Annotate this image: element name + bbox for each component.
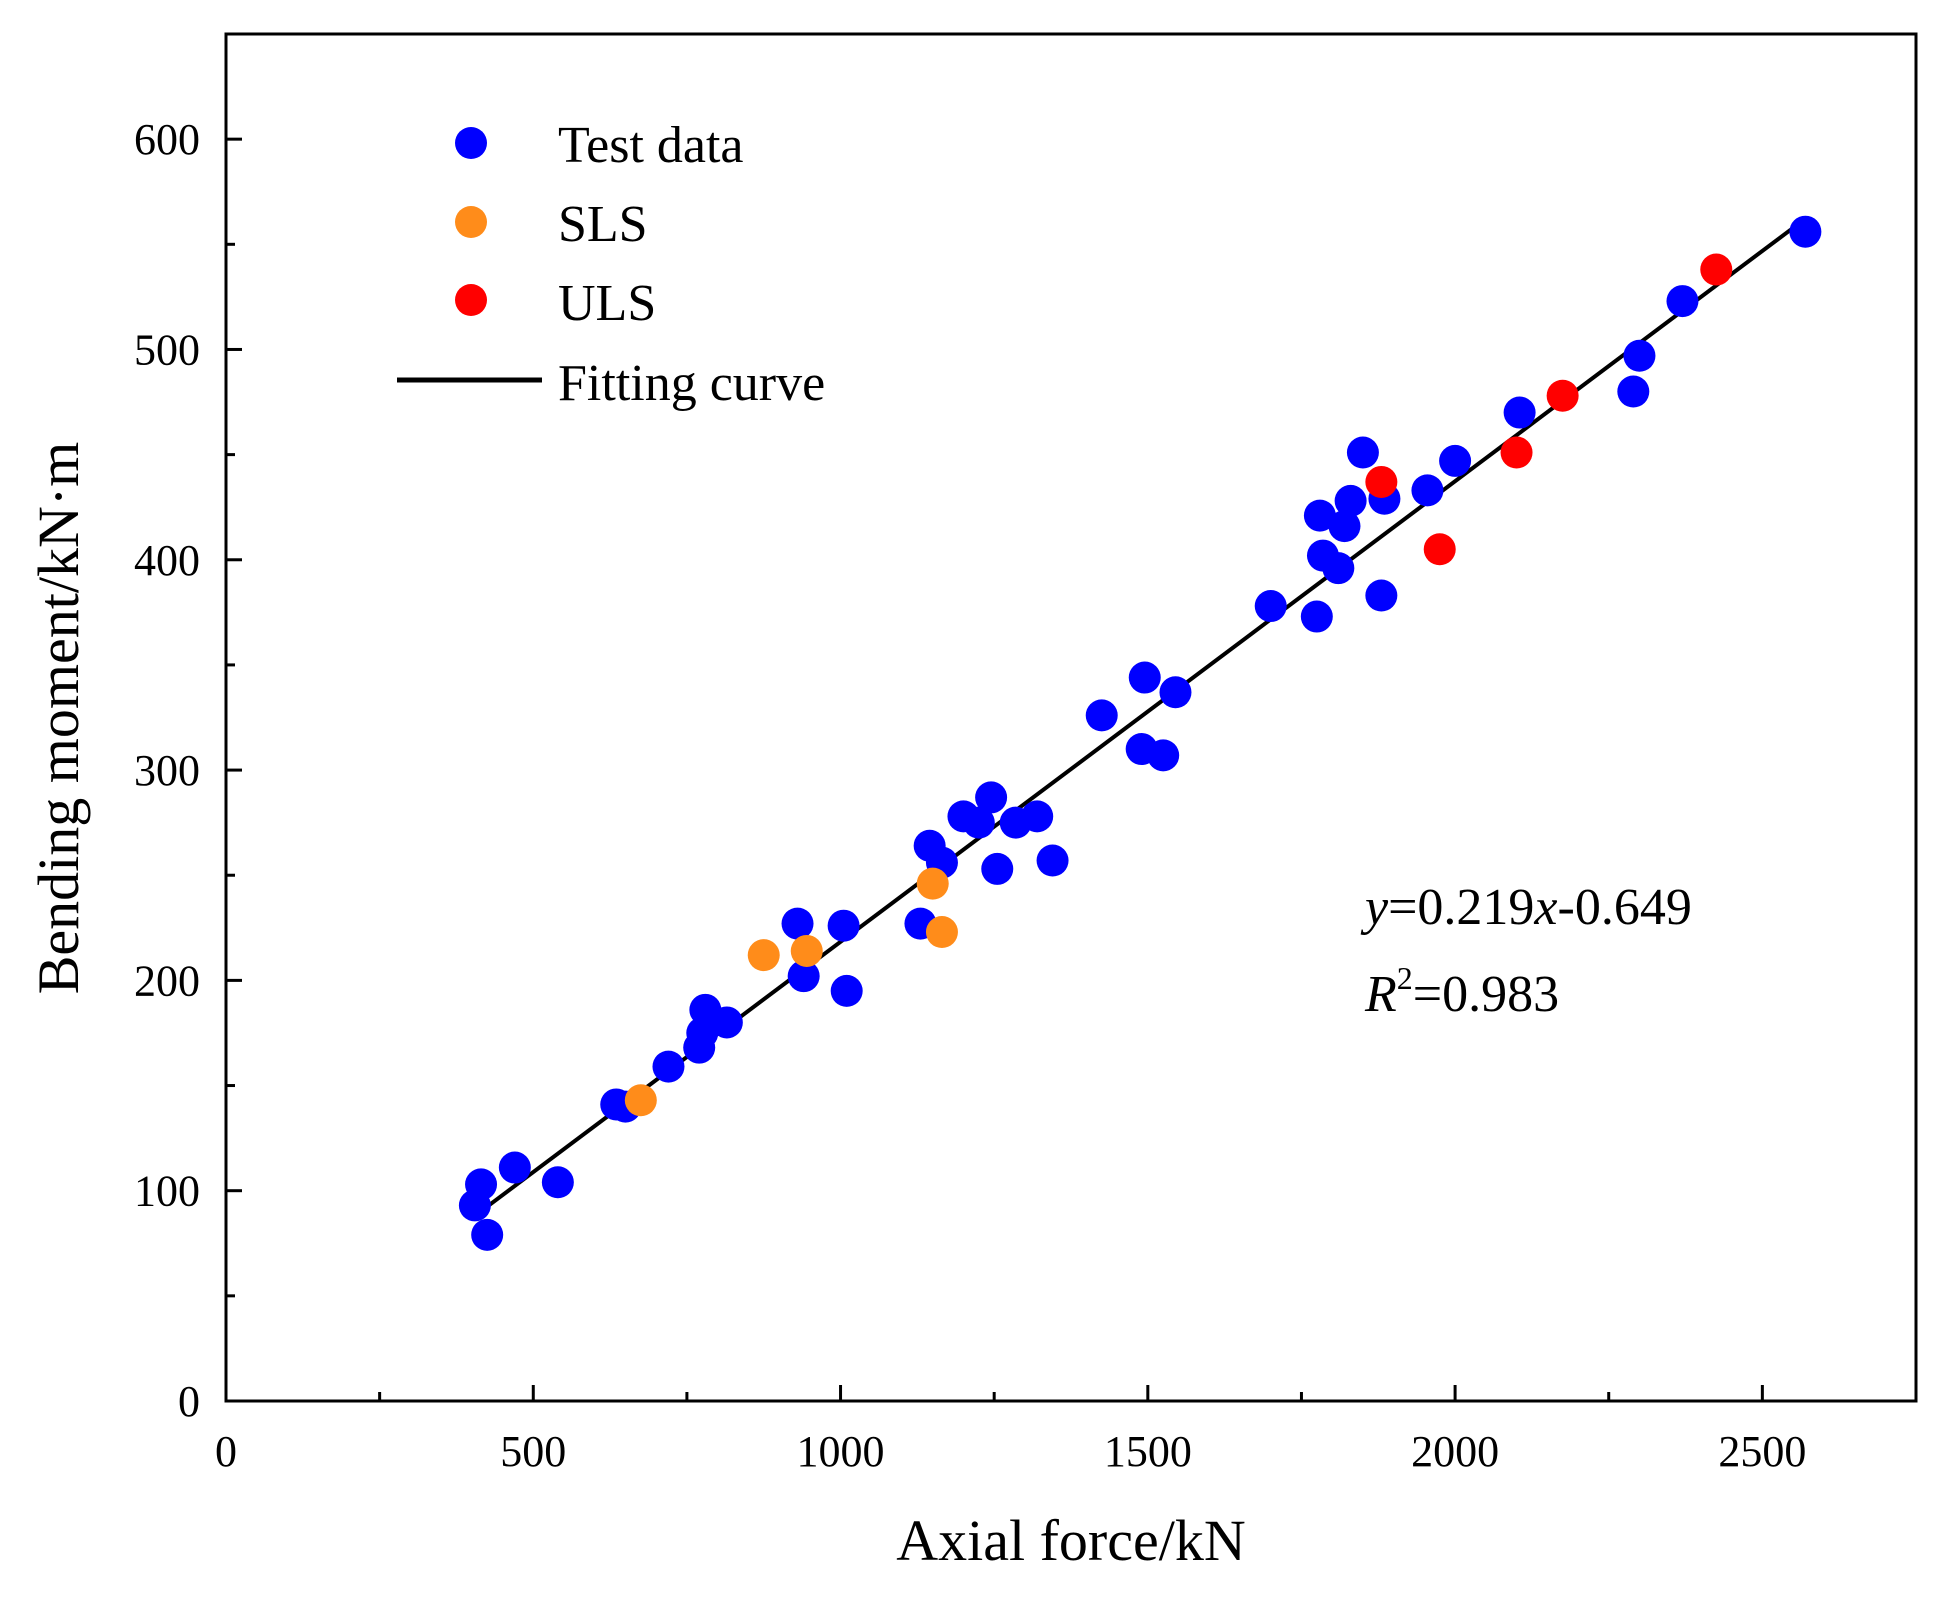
y-tick-label: 500 xyxy=(134,325,200,374)
point-test-data xyxy=(471,1218,504,1251)
point-test-data xyxy=(1411,474,1444,507)
axis-ticks xyxy=(224,137,1764,1403)
legend-label-sls: SLS xyxy=(558,196,648,253)
y-tick-label: 400 xyxy=(134,536,200,585)
point-sls xyxy=(916,867,949,900)
x-tick-label: 2000 xyxy=(1411,1427,1499,1476)
point-uls xyxy=(1365,465,1398,498)
x-tick-label: 500 xyxy=(500,1427,566,1476)
point-test-data xyxy=(1322,552,1355,585)
legend: Test data SLS ULS Fitting curve xyxy=(397,117,825,412)
x-tick-label: 1500 xyxy=(1104,1427,1192,1476)
point-test-data xyxy=(1159,676,1192,709)
r-squared-text: R2=0.983 xyxy=(1364,960,1559,1023)
point-test-data xyxy=(1147,739,1180,772)
eq-x-var: x xyxy=(1533,879,1557,936)
point-uls xyxy=(1423,533,1456,566)
point-test-data xyxy=(1789,215,1822,248)
point-test-data xyxy=(710,1006,743,1039)
point-uls xyxy=(1500,436,1533,469)
eq-slope: =0.219 xyxy=(1388,879,1534,936)
legend-label-test-data: Test data xyxy=(558,117,744,174)
legend-label-uls: ULS xyxy=(558,275,656,332)
point-test-data xyxy=(827,909,860,942)
data-points xyxy=(458,215,1822,1251)
point-uls xyxy=(1546,379,1579,412)
r-value: =0.983 xyxy=(1413,966,1559,1023)
legend-marker-sls xyxy=(455,206,487,238)
point-test-data xyxy=(981,852,1014,885)
point-test-data xyxy=(1617,375,1650,408)
point-test-data xyxy=(1439,444,1472,477)
point-sls xyxy=(624,1084,657,1117)
x-axis-title: Axial force/kN xyxy=(896,1508,1245,1573)
point-test-data xyxy=(1021,800,1054,833)
point-test-data xyxy=(465,1168,498,1201)
y-tick-label: 100 xyxy=(134,1167,200,1216)
legend-label-fitting-curve: Fitting curve xyxy=(558,355,825,412)
point-test-data xyxy=(781,907,814,940)
r-superscript: 2 xyxy=(1397,960,1413,996)
y-tick-label: 200 xyxy=(134,956,200,1005)
point-test-data xyxy=(1128,661,1161,694)
point-test-data xyxy=(498,1151,531,1184)
point-test-data xyxy=(1346,436,1379,469)
eq-intercept: -0.649 xyxy=(1558,879,1692,936)
point-test-data xyxy=(830,974,863,1007)
point-test-data xyxy=(1085,699,1118,732)
point-test-data xyxy=(1303,499,1336,532)
point-test-data xyxy=(1666,285,1699,318)
point-test-data xyxy=(1328,510,1361,543)
y-axis-title: Bending moment/kN·m xyxy=(26,442,91,995)
point-test-data xyxy=(1300,600,1333,633)
y-tick-label: 300 xyxy=(134,746,200,795)
point-test-data xyxy=(962,806,995,839)
legend-marker-uls xyxy=(455,284,487,316)
point-test-data xyxy=(1623,339,1656,372)
legend-marker-test-data xyxy=(455,127,487,159)
eq-y-var: y xyxy=(1360,879,1389,936)
y-tick-label: 600 xyxy=(134,115,200,164)
x-tick-label: 1000 xyxy=(797,1427,885,1476)
fit-equation-text: y=0.219x-0.649 xyxy=(1360,879,1692,936)
point-test-data xyxy=(652,1050,685,1083)
point-test-data xyxy=(1503,396,1536,429)
x-tick-label: 0 xyxy=(215,1427,237,1476)
r-label: R xyxy=(1364,966,1397,1023)
point-test-data xyxy=(1365,579,1398,612)
plot-frame xyxy=(224,32,1918,1403)
point-uls xyxy=(1700,253,1733,286)
x-tick-label: 2500 xyxy=(1718,1427,1806,1476)
point-sls xyxy=(790,934,823,967)
y-tick-label: 0 xyxy=(178,1377,200,1426)
point-test-data xyxy=(1036,844,1069,877)
tick-labels: 0 500 1000 1500 2000 2500 0 100 200 300 400 500 600 xyxy=(134,115,1806,1476)
point-test-data xyxy=(541,1166,574,1199)
point-test-data xyxy=(1254,590,1287,623)
point-test-data xyxy=(1334,484,1367,517)
point-sls xyxy=(747,939,780,972)
point-test-data xyxy=(975,781,1008,814)
point-test-data xyxy=(787,960,820,993)
point-sls xyxy=(925,916,958,949)
fit-equation: y=0.219x-0.649 R2=0.983 xyxy=(1360,879,1692,1023)
